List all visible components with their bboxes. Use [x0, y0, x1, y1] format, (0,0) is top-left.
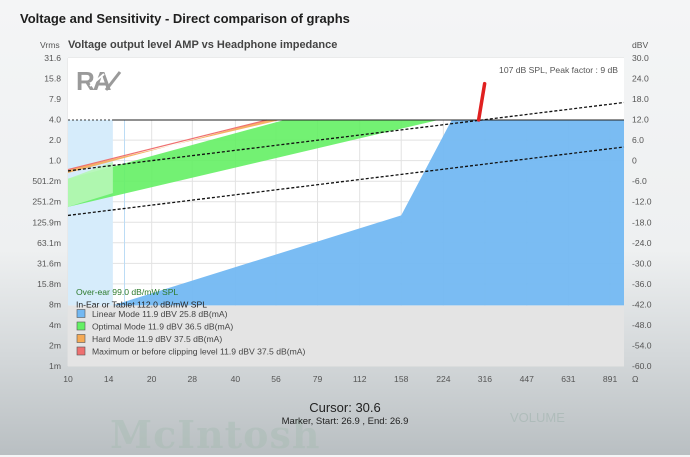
- x-tick: 28: [188, 374, 198, 384]
- x-tick: 158: [394, 374, 409, 384]
- y-right-tick: -30.0: [632, 258, 652, 268]
- x-tick: 79: [313, 374, 323, 384]
- y-left-tick: 63.1m: [37, 238, 61, 248]
- y-left-tick: 1.0: [49, 156, 61, 166]
- legend-label-0: Linear Mode 11.9 dBV 25.8 dB(mA): [92, 309, 228, 319]
- y-left-tick: 31.6: [44, 53, 61, 63]
- range-left-edge: [124, 119, 125, 306]
- legend-swatch-3: [76, 346, 86, 356]
- x-tick: 631: [561, 374, 576, 384]
- x-tick: 14: [104, 374, 114, 384]
- y-right-unit: dBV: [632, 40, 649, 50]
- clip-edge-line: [67, 119, 268, 171]
- volume-knob-deco: VOLUME: [510, 410, 565, 425]
- y-left-tick: 125.9m: [32, 217, 61, 227]
- reference-line-layer: [67, 81, 625, 217]
- legend-label-2: Hard Mode 11.9 dBV 37.5 dB(mA): [92, 334, 222, 344]
- y-left-tick: 501.2m: [32, 176, 61, 186]
- legend-swatch-1: [76, 321, 86, 331]
- reference-label-0: Over-ear 99.0 dB/mW SPL: [76, 287, 178, 297]
- y-left-tick: 7.9: [49, 94, 61, 104]
- x-tick: 10: [63, 374, 73, 384]
- range-below-shade: [68, 305, 624, 366]
- marker-readout: Marker, Start: 26.9 , End: 26.9: [281, 416, 409, 427]
- x-tick: 316: [478, 374, 493, 384]
- y-left-tick: 15.8m: [37, 279, 61, 289]
- y-right-tick: -18.0: [632, 217, 652, 227]
- legend-label-3: Maximum or before clipping level 11.9 dB…: [92, 347, 305, 357]
- reference-line-1: [67, 146, 625, 217]
- y-right-tick: -54.0: [632, 340, 652, 350]
- y-left-unit: Vrms: [40, 40, 60, 50]
- y-left-tick: 2m: [49, 340, 61, 350]
- x-tick: 891: [603, 374, 618, 384]
- y-right-tick: -24.0: [632, 238, 652, 248]
- annotation-label: 107 dB SPL, Peak factor : 9 dB: [499, 65, 618, 75]
- reference-line-0: [67, 101, 625, 172]
- y-right-tick: 0: [632, 156, 637, 166]
- optimal-left-band: [68, 162, 113, 207]
- range-above-shade: [68, 58, 624, 120]
- y-right-tick: 30.0: [632, 53, 649, 63]
- y-right-tick: 24.0: [632, 74, 649, 84]
- y-right-tick: -48.0: [632, 320, 652, 330]
- reference-label-1: In-Ear or Tablet 112.0 dB/mW SPL: [76, 300, 207, 310]
- y-left-tick: 31.6m: [37, 258, 61, 268]
- voltage-chart[interactable]: Over-ear 99.0 dB/mW SPL In-Ear or Tablet …: [0, 0, 690, 400]
- series-area-1: [68, 119, 439, 207]
- y-left-tick: 2.0: [49, 135, 61, 145]
- x-tick: 56: [271, 374, 281, 384]
- ra-logo: RA: [76, 66, 122, 96]
- x-tick: 447: [520, 374, 535, 384]
- legend-swatch-2: [76, 334, 86, 343]
- y-right-tick: 12.0: [632, 115, 649, 125]
- y-left-tick: 8m: [49, 299, 61, 309]
- x-unit: Ω: [632, 374, 639, 384]
- y-left-tick: 251.2m: [32, 197, 61, 207]
- y-left-tick: 1m: [49, 361, 61, 371]
- y-right-tick: 6.0: [632, 135, 644, 145]
- legend-label-1: Optimal Mode 11.9 dBV 36.5 dB(mA): [92, 322, 233, 332]
- y-left-tick: 4.0: [49, 115, 61, 125]
- y-right-tick: 18.0: [632, 94, 649, 104]
- mcintosh-watermark: McIntosh: [110, 412, 321, 457]
- x-tick: 20: [147, 374, 157, 384]
- legend-swatch-0: [76, 309, 86, 318]
- y-right-tick: -60.0: [632, 361, 652, 371]
- svg-text:RA: RA: [76, 66, 112, 96]
- chart-title: Voltage output level AMP vs Headphone im…: [68, 39, 337, 51]
- page-title: Voltage and Sensitivity - Direct compari…: [20, 11, 350, 26]
- x-tick: 224: [436, 374, 451, 384]
- y-right-tick: -6.0: [632, 176, 647, 186]
- x-tick: 112: [353, 374, 367, 384]
- legend-layer: Over-ear 99.0 dB/mW SPL In-Ear or Tablet …: [76, 287, 305, 357]
- y-left-tick: 4m: [49, 320, 61, 330]
- y-right-tick: -42.0: [632, 299, 652, 309]
- y-right-tick: -12.0: [632, 197, 652, 207]
- y-left-tick: 15.8: [44, 74, 61, 84]
- marker-line: [476, 81, 487, 122]
- cursor-readout: Cursor: 30.6: [309, 400, 381, 415]
- series-area-0: [112, 119, 625, 306]
- x-tick: 40: [231, 374, 241, 384]
- tick-layer: 31.6 15.8 7.9 4.0 2.0 1.0 501.2m 251.2m 125.9m 63…: [32, 53, 651, 384]
- y-right-tick: -36.0: [632, 279, 652, 289]
